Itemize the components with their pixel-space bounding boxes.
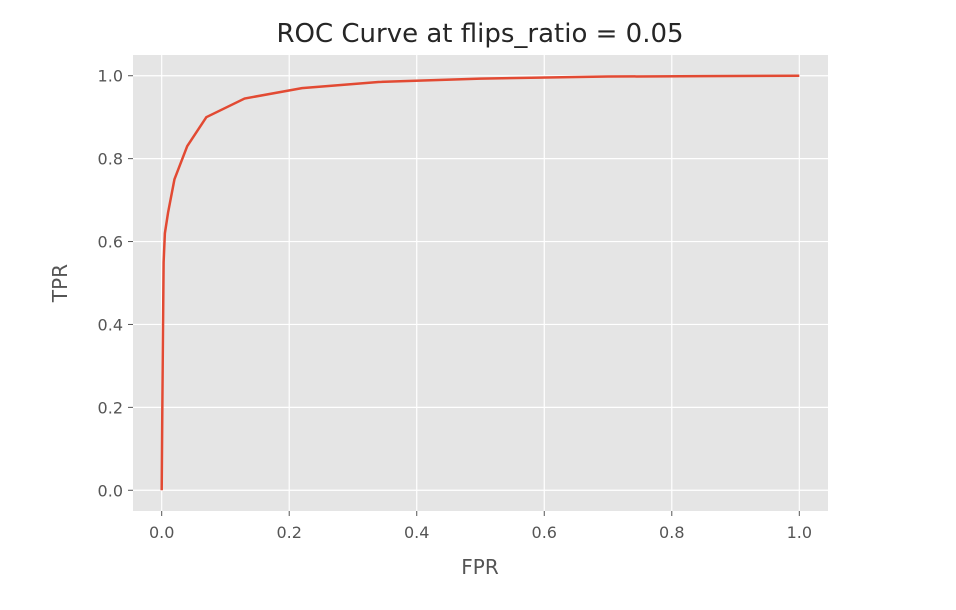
y-tick-label: 0.4 (98, 315, 123, 334)
x-tick-label: 0.8 (659, 523, 684, 542)
x-axis-label: FPR (461, 555, 499, 579)
y-axis-label: TPR (48, 264, 72, 303)
grid-lines (133, 55, 828, 511)
x-tick-label: 0.0 (149, 523, 174, 542)
x-tick-label: 1.0 (787, 523, 812, 542)
plot-area-background (133, 55, 828, 511)
y-tick-label: 0.8 (98, 150, 123, 169)
y-tick-label: 0.0 (98, 481, 123, 500)
chart-title: ROC Curve at flips_ratio = 0.05 (276, 19, 683, 49)
x-tick-label: 0.2 (276, 523, 301, 542)
y-tick-label: 0.2 (98, 398, 123, 417)
x-axis-ticks: 0.0 0.2 0.4 0.6 0.8 1.0 (149, 511, 812, 542)
y-axis-ticks: 0.0 0.2 0.4 0.6 0.8 1.0 (98, 67, 133, 500)
x-tick-label: 0.6 (532, 523, 557, 542)
y-tick-label: 1.0 (98, 67, 123, 86)
roc-curve-line (160, 74, 800, 491)
x-tick-label: 0.4 (404, 523, 429, 542)
y-tick-label: 0.6 (98, 233, 123, 252)
